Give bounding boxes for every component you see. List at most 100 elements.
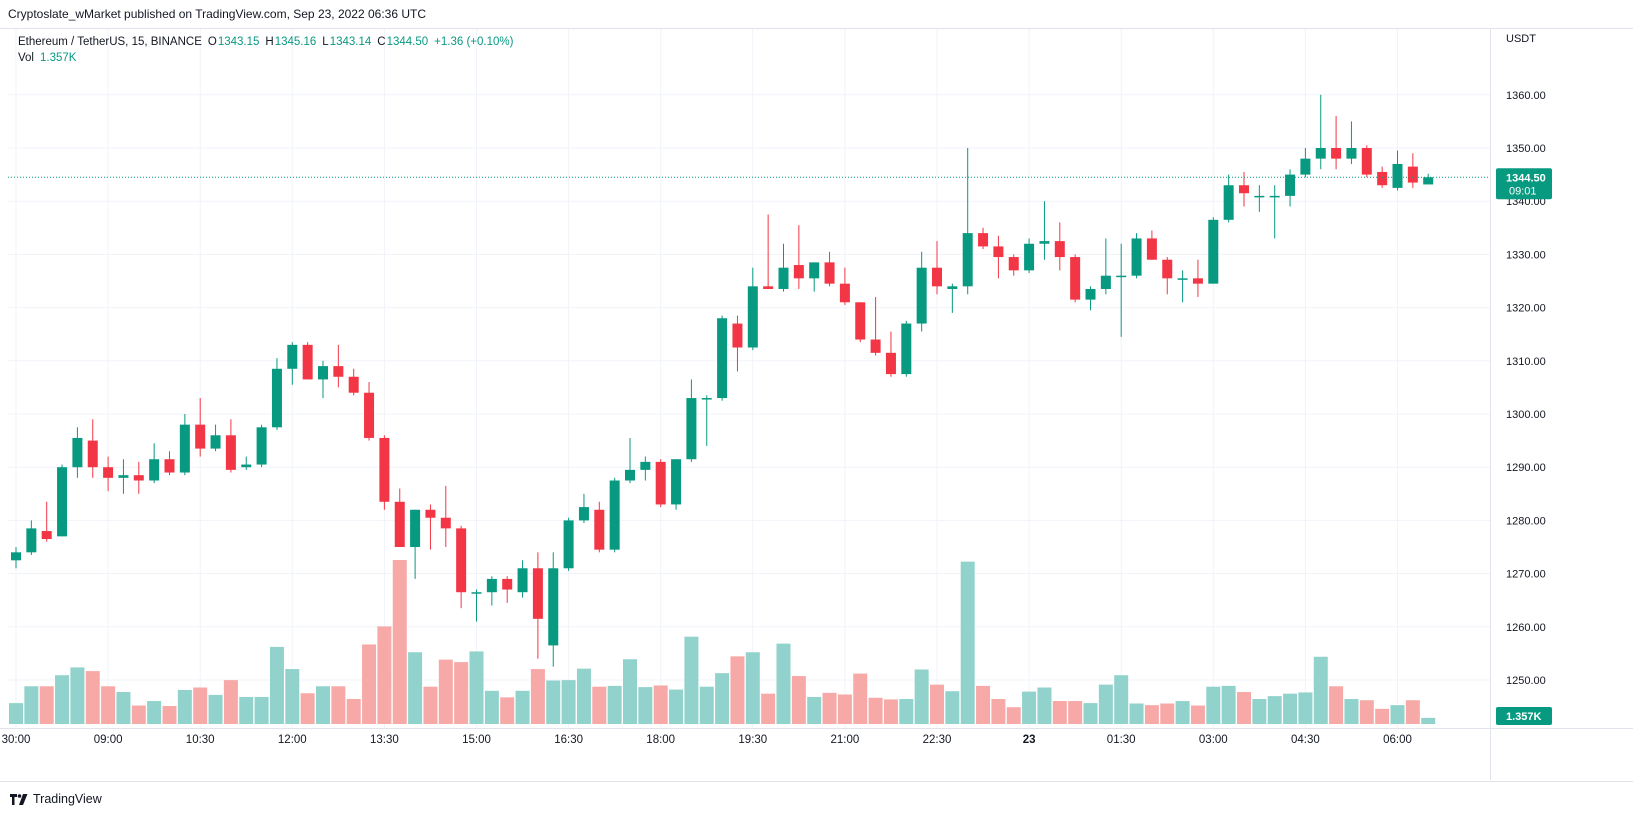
grid-lines (0, 29, 1633, 780)
chart-legend: Ethereum / TetherUS, 15, BINANCE O 1343.1… (18, 34, 513, 66)
candle-body (164, 459, 175, 473)
candle-body (41, 531, 52, 540)
candle-body (440, 517, 451, 529)
high-label: H (265, 36, 274, 48)
volume-bar (1114, 675, 1129, 724)
candle-body (1223, 185, 1234, 220)
candlesticks (11, 94, 1434, 667)
volume-bar (223, 680, 238, 724)
volume-bar (638, 687, 653, 724)
volume-bar (1190, 705, 1205, 724)
candle-body (517, 568, 528, 593)
time-tick-label: 22:30 (923, 734, 952, 746)
volume-bar (1160, 703, 1175, 724)
candle-body (655, 461, 666, 505)
low-label: L (322, 36, 329, 48)
candle-body (1054, 241, 1065, 258)
candle-body (978, 233, 989, 247)
volume-bar (131, 705, 146, 724)
high-value: H 1345.16 (265, 34, 316, 50)
tradingview-logo-icon (10, 793, 28, 805)
last-price-label: 1344.50 (1506, 172, 1546, 184)
candle-body (578, 507, 589, 521)
volume-bar (1298, 692, 1313, 724)
candle-body (11, 552, 21, 561)
tradingview-brand[interactable]: TradingView (10, 792, 102, 806)
candle-body (210, 435, 221, 449)
candle-body (1146, 238, 1157, 260)
volume-bar (162, 705, 177, 724)
volume-bar (576, 668, 591, 724)
candle-body (747, 286, 758, 348)
candle-body (1423, 177, 1434, 185)
candle-body (548, 568, 559, 646)
candle-body (793, 265, 804, 279)
price-tick-label: 1360.00 (1506, 90, 1546, 102)
time-tick-label: 10:30 (186, 734, 215, 746)
change-value: +1.36 (+0.10%) (434, 36, 514, 48)
time-tick-label: 09:00 (94, 734, 123, 746)
price-tick-label: 1310.00 (1506, 356, 1546, 368)
candle-body (1039, 241, 1050, 244)
symbol-label[interactable]: Ethereum / TetherUS, 15, BINANCE (18, 36, 202, 48)
volume-bar (101, 686, 116, 724)
candle-body (118, 475, 129, 478)
price-tick-label: 1350.00 (1506, 143, 1546, 155)
candle-body (348, 376, 359, 393)
ohlc-row: Ethereum / TetherUS, 15, BINANCE O 1343.1… (18, 34, 513, 50)
candle-body (839, 283, 850, 303)
candle-body (1331, 148, 1342, 159)
volume-bar (254, 696, 269, 724)
candle-body (26, 528, 37, 553)
volume-bar (1375, 708, 1390, 724)
candle-body (594, 509, 605, 550)
candle-body (456, 528, 467, 593)
candle-body (410, 509, 421, 547)
candle-body (1085, 288, 1096, 300)
price-tick-label: 1300.00 (1506, 409, 1546, 421)
volume-bar (208, 694, 223, 724)
candle-body (502, 578, 513, 590)
volume-bar (454, 662, 469, 724)
price-tick-label: 1290.00 (1506, 462, 1546, 474)
candle-body (1407, 166, 1418, 183)
candle-body (72, 437, 83, 468)
candle-body (962, 233, 973, 287)
volume-bar (85, 671, 100, 724)
volume-bar (607, 685, 622, 724)
volume-bar (239, 696, 254, 724)
volume-label[interactable]: Vol (18, 52, 34, 64)
candle-body (932, 267, 942, 287)
candle-body (287, 344, 298, 369)
price-axis: USDT 1250.00 1260.00 1270.00 1280.00 1290.00 1… (1496, 33, 1552, 725)
candle-body (1239, 185, 1249, 194)
volume-bar (730, 656, 745, 724)
volume-bar (837, 694, 852, 724)
time-tick-label: 01:30 (1107, 734, 1136, 746)
chart-frame (0, 28, 1633, 782)
volume-bar (976, 685, 991, 724)
candle-body (993, 246, 1004, 258)
volume-bar (776, 643, 791, 724)
currency-label: USDT (1506, 33, 1536, 45)
candle-body (1315, 148, 1326, 159)
candle-body (732, 323, 743, 348)
volume-bar (1052, 701, 1067, 724)
candle-body (1361, 148, 1372, 175)
low-value: L 1343.14 (322, 34, 371, 50)
candle-body (57, 467, 68, 537)
volume-bar (55, 675, 70, 724)
volume-bar (1129, 703, 1144, 724)
candle-body (87, 440, 98, 468)
volume-bar (761, 693, 776, 724)
candle-body (640, 461, 651, 470)
candle-body (609, 480, 620, 550)
candle-body (241, 464, 252, 468)
brand-name: TradingView (33, 792, 102, 806)
volume-row: Vol 1.357K (18, 50, 513, 66)
open-value: O 1343.15 (208, 34, 260, 50)
high-number: 1345.16 (274, 36, 317, 48)
volume-bar (883, 699, 898, 724)
candle-body (1131, 238, 1142, 276)
